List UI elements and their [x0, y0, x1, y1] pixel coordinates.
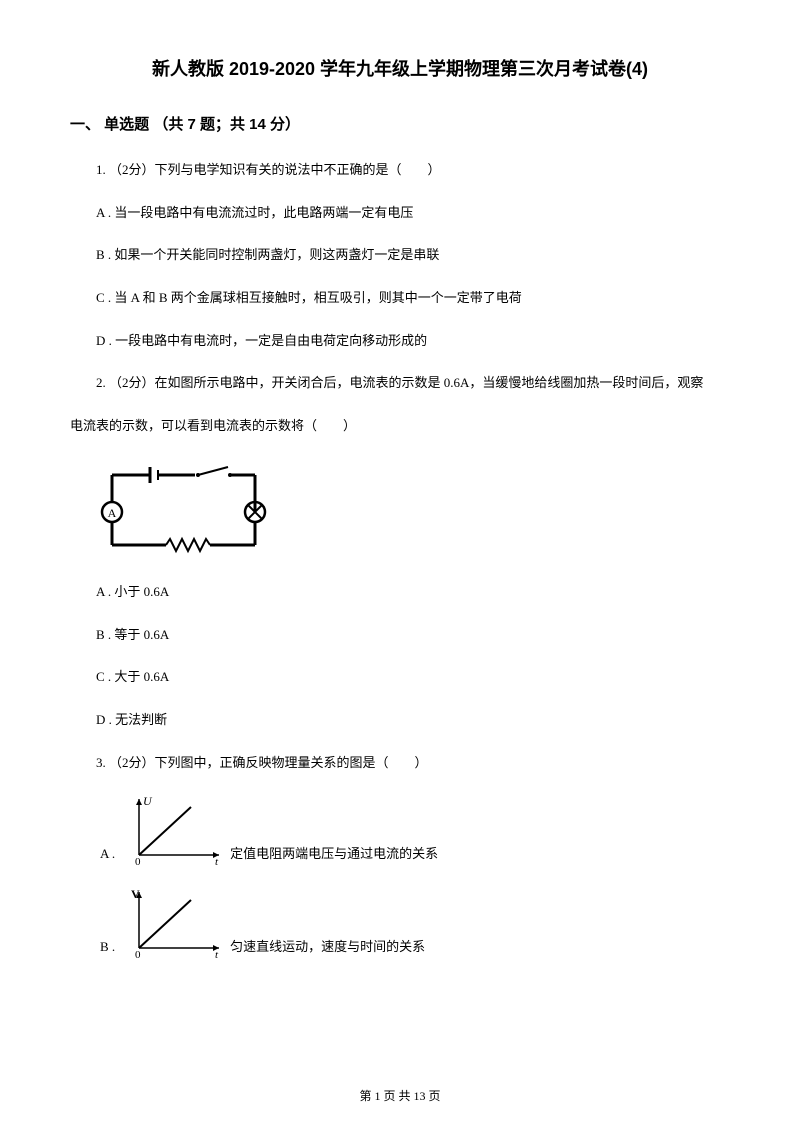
q2-stem-line1: 2. （2分）在如图所示电路中，开关闭合后，电流表的示数是 0.6A，当缓慢地给… — [70, 371, 730, 396]
q3-b-label: B . — [100, 939, 115, 961]
q3-stem: 3. （2分）下列图中，正确反映物理量关系的图是（ ） — [70, 751, 730, 776]
footer-prefix: 第 — [359, 1089, 374, 1103]
q3-a-desc: 定值电阻两端电压与通过电流的关系 — [230, 843, 438, 868]
section-header: 一、 单选题 （共 7 题；共 14 分） — [70, 113, 730, 134]
q1-stem: 1. （2分）下列与电学知识有关的说法中不正确的是（ ） — [70, 158, 730, 183]
q3-b-desc: 匀速直线运动，速度与时间的关系 — [230, 936, 425, 961]
q2-option-b: B . 等于 0.6A — [70, 623, 730, 648]
page-footer: 第 1 页 共 13 页 — [0, 1087, 800, 1104]
q3-option-a: A . U 0 t 定值电阻两端电压与通过电流的关系 — [100, 793, 730, 868]
footer-suffix: 页 — [426, 1089, 441, 1103]
footer-mid: 页 共 — [380, 1089, 413, 1103]
circuit-diagram: A — [100, 457, 730, 562]
q3-a-label: A . — [100, 846, 115, 868]
svg-text:t: t — [215, 856, 219, 868]
q1-option-a: A . 当一段电路中有电流流过时，此电路两端一定有电压 — [70, 201, 730, 226]
q2-stem-line2: 电流表的示数，可以看到电流表的示数将（ ） — [70, 414, 730, 439]
graph-a-ylabel: U — [143, 794, 153, 808]
svg-text:0: 0 — [135, 856, 141, 868]
page-title: 新人教版 2019-2020 学年九年级上学期物理第三次月考试卷(4) — [70, 55, 730, 81]
q3-option-b: B . V 0 t 匀速直线运动，速度与时间的关系 — [100, 886, 730, 961]
svg-text:t: t — [215, 949, 219, 961]
graph-a-icon: U 0 t — [121, 793, 226, 868]
svg-text:0: 0 — [135, 949, 141, 961]
q2-option-a: A . 小于 0.6A — [70, 580, 730, 605]
graph-b-ylabel: V — [131, 887, 140, 901]
q1-option-d: D . 一段电路中有电流时，一定是自由电荷定向移动形成的 — [70, 329, 730, 354]
footer-total: 13 — [414, 1089, 426, 1103]
q1-option-b: B . 如果一个开关能同时控制两盏灯，则这两盏灯一定是串联 — [70, 243, 730, 268]
graph-b-icon: V 0 t — [121, 886, 226, 961]
q2-option-c: C . 大于 0.6A — [70, 665, 730, 690]
svg-text:A: A — [108, 506, 117, 520]
q2-option-d: D . 无法判断 — [70, 708, 730, 733]
q1-option-c: C . 当 A 和 B 两个金属球相互接触时，相互吸引，则其中一个一定带了电荷 — [70, 286, 730, 311]
